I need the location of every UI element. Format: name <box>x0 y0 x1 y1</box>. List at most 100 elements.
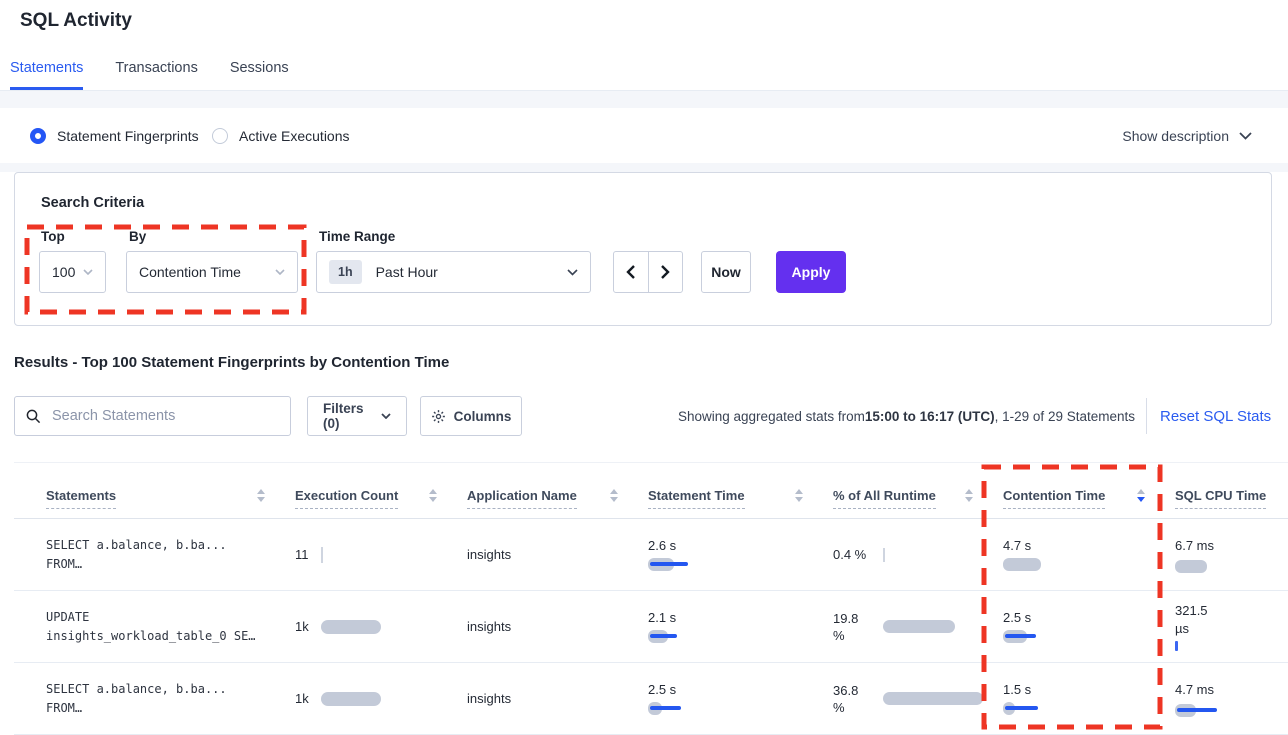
view-toggle-strip: Statement Fingerprints Active Executions… <box>0 108 1288 163</box>
pct-runtime-bar <box>883 692 983 705</box>
statement-time-bar <box>648 630 768 643</box>
columns-button[interactable]: Columns <box>420 396 522 436</box>
results-heading: Results - Top 100 Statement Fingerprints… <box>14 354 450 371</box>
contention-time-bar <box>1003 702 1123 715</box>
previous-time-range-button[interactable] <box>614 252 649 292</box>
application-name-cell: insights <box>467 691 512 706</box>
time-range-label: Time Range <box>319 229 396 244</box>
radio-active-executions[interactable]: Active Executions <box>212 108 350 163</box>
execution-count-bar <box>320 546 323 563</box>
statement-time-cell: 2.6 s <box>648 538 833 571</box>
table-row[interactable]: UPDATE insights_workload_table_0 SE… 1k … <box>14 591 1288 663</box>
pct-runtime-cell: 19.8 % <box>833 610 1003 644</box>
sql-cpu-time-bar <box>1175 641 1178 651</box>
sql-cpu-time-cell: 6.7 ms <box>1175 537 1288 573</box>
summary-prefix: Showing aggregated stats from <box>678 408 865 424</box>
sql-cpu-time-bar <box>1175 703 1288 717</box>
chevron-down-icon <box>567 268 578 276</box>
top-label: Top <box>41 229 65 244</box>
chevron-down-icon <box>1239 131 1252 140</box>
toolbar-divider <box>1146 398 1147 434</box>
statements-table: Statements Execution Count Application N… <box>14 462 1288 735</box>
reset-sql-stats-link[interactable]: Reset SQL Stats <box>1160 407 1272 425</box>
sort-icon[interactable] <box>610 489 618 502</box>
column-header-statements[interactable]: Statements <box>14 488 295 518</box>
now-button[interactable]: Now <box>701 251 751 293</box>
search-icon <box>26 409 41 424</box>
execution-count-cell: 11 <box>295 546 467 563</box>
next-time-range-button[interactable] <box>649 252 683 292</box>
tab-sessions[interactable]: Sessions <box>229 60 289 76</box>
apply-button[interactable]: Apply <box>776 251 846 293</box>
columns-label: Columns <box>453 408 512 424</box>
tab-bar: Statements Transactions Sessions <box>0 56 1288 91</box>
pct-runtime-bar <box>883 620 955 633</box>
show-description-toggle[interactable]: Show description <box>1122 108 1252 163</box>
sort-icon[interactable] <box>965 489 973 502</box>
radio-label: Statement Fingerprints <box>57 127 199 144</box>
time-range-select[interactable]: 1h Past Hour <box>316 251 591 293</box>
application-name-cell: insights <box>467 547 512 562</box>
pct-runtime-cell: 36.8 % <box>833 682 1003 716</box>
column-header-execution-count[interactable]: Execution Count <box>295 488 467 518</box>
statement-fingerprint-link[interactable]: SELECT a.balance, b.ba... FROM… <box>46 681 227 715</box>
page-title: SQL Activity <box>20 10 132 31</box>
tab-statements[interactable]: Statements <box>10 56 84 90</box>
execution-count-bar <box>320 619 381 634</box>
statement-fingerprint-link[interactable]: SELECT a.balance, b.ba... FROM… <box>46 537 227 571</box>
column-header-sql-cpu-time[interactable]: SQL CPU Time <box>1175 488 1288 518</box>
sql-cpu-time-cell: 321.5 µs <box>1175 602 1288 651</box>
sort-icon-active-desc[interactable] <box>1137 489 1145 502</box>
chevron-down-icon <box>83 269 93 275</box>
sql-cpu-time-bar <box>1175 559 1288 573</box>
statement-time-bar <box>648 702 768 715</box>
radio-unselected-icon[interactable] <box>212 127 228 144</box>
statement-time-cell: 2.1 s <box>648 610 833 643</box>
table-header-row: Statements Execution Count Application N… <box>14 462 1288 519</box>
search-criteria-card: Search Criteria Top By Time Range 100 Co… <box>14 172 1272 326</box>
time-range-value: Past Hour <box>375 264 438 280</box>
sql-cpu-time-cell: 4.7 ms <box>1175 681 1288 717</box>
show-description-label: Show description <box>1122 127 1229 144</box>
column-header-application-name[interactable]: Application Name <box>467 488 648 518</box>
summary-suffix: , 1-29 of 29 Statements <box>994 408 1135 424</box>
time-range-badge: 1h <box>329 260 362 284</box>
pct-runtime-cell: 0.4 % <box>833 546 1003 563</box>
sort-icon[interactable] <box>257 489 265 502</box>
sort-icon[interactable] <box>795 489 803 502</box>
column-header-statement-time[interactable]: Statement Time <box>648 488 833 518</box>
chevron-down-icon <box>275 269 285 275</box>
table-row[interactable]: SELECT a.balance, b.ba... FROM… 1k insig… <box>14 663 1288 735</box>
contention-time-cell: 2.5 s <box>1003 610 1175 643</box>
by-select[interactable]: Contention Time <box>126 251 298 293</box>
radio-selected-icon[interactable] <box>30 127 46 144</box>
execution-count-bar <box>320 691 381 706</box>
column-header-contention-time[interactable]: Contention Time <box>1003 488 1175 518</box>
chevron-left-icon <box>626 265 636 279</box>
search-statements-input[interactable] <box>50 407 279 425</box>
top-select[interactable]: 100 <box>39 251 106 293</box>
filters-label: Filters (0) <box>323 401 364 431</box>
tab-transactions[interactable]: Transactions <box>115 60 198 76</box>
statement-time-cell: 2.5 s <box>648 682 833 715</box>
chevron-right-icon <box>660 265 670 279</box>
contention-time-bar <box>1003 630 1123 643</box>
execution-count-cell: 1k <box>295 619 467 634</box>
statement-time-bar <box>648 558 768 571</box>
column-header-pct-runtime[interactable]: % of All Runtime <box>833 488 1003 518</box>
contention-time-bar <box>1003 558 1123 571</box>
radio-statement-fingerprints[interactable]: Statement Fingerprints <box>30 108 199 163</box>
application-name-cell: insights <box>467 619 512 634</box>
filters-button[interactable]: Filters (0) <box>307 396 407 436</box>
statement-fingerprint-link[interactable]: UPDATE insights_workload_table_0 SE… <box>46 609 256 643</box>
time-range-pager <box>613 251 683 293</box>
pct-runtime-bar <box>883 547 885 562</box>
chevron-down-icon <box>381 413 391 419</box>
sort-icon[interactable] <box>429 489 437 502</box>
radio-label: Active Executions <box>239 127 350 144</box>
table-row[interactable]: SELECT a.balance, b.ba... FROM… 11 insig… <box>14 519 1288 591</box>
search-statements-box[interactable] <box>14 396 291 436</box>
stats-summary: Showing aggregated stats from 15:00 to 1… <box>678 396 1135 436</box>
contention-time-cell: 4.7 s <box>1003 538 1175 571</box>
